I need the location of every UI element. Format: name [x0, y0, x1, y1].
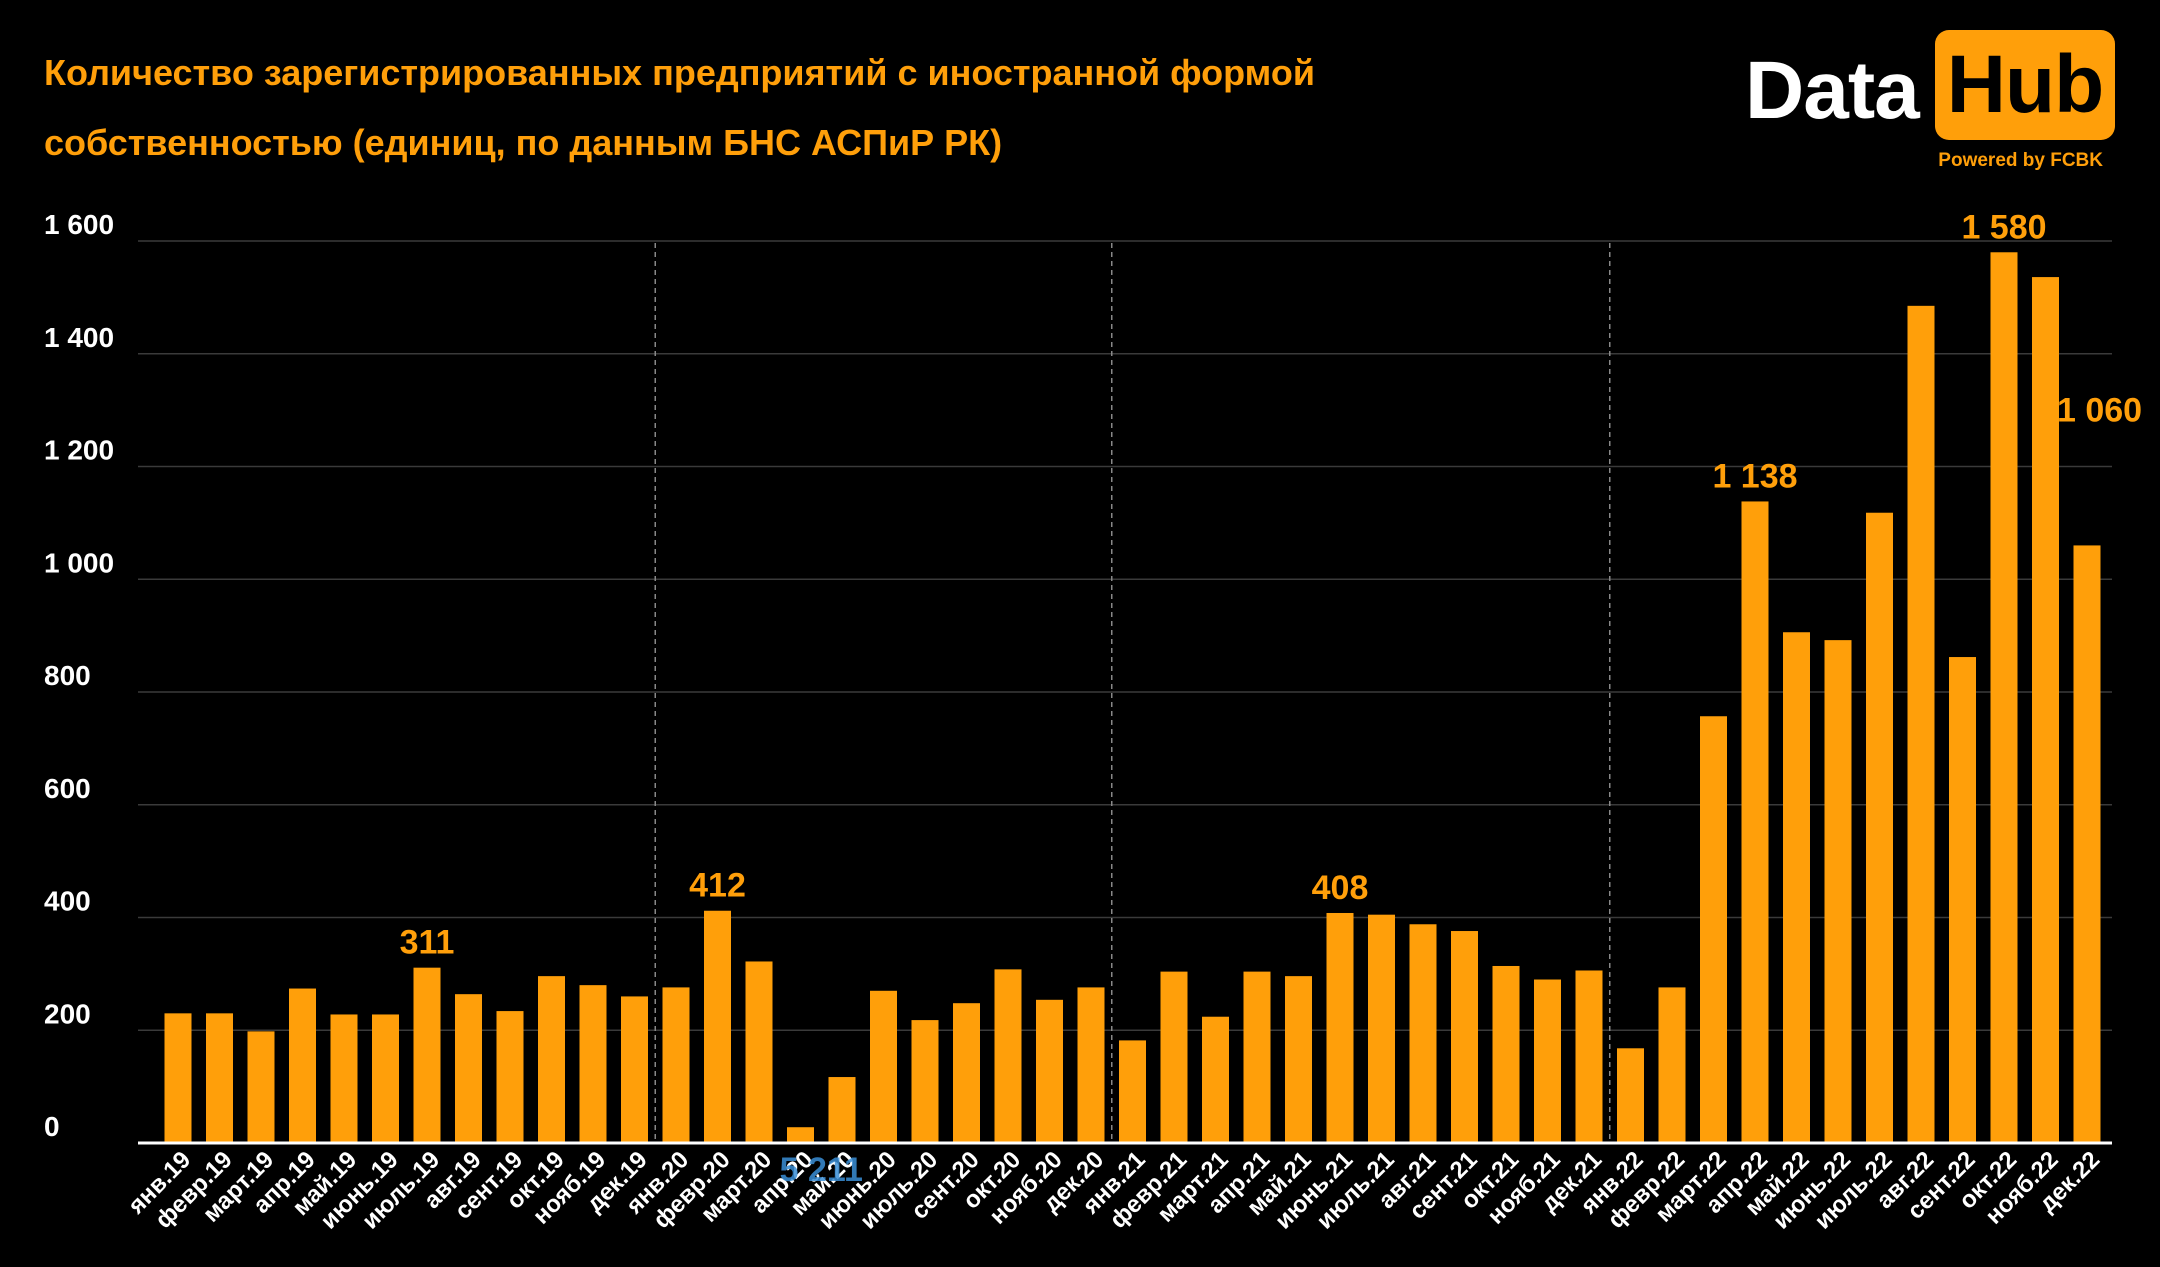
data-label: 1 580	[1961, 208, 2046, 246]
bar	[1907, 305, 1935, 1143]
bar	[1824, 640, 1852, 1143]
bar	[1741, 501, 1769, 1143]
title-line-2: собственностью (единиц, по данным БНС АС…	[44, 122, 1003, 163]
y-tick-label: 1 400	[44, 322, 114, 353]
datahub-logo: Data Hub Powered by FCBK	[1735, 30, 2115, 180]
title-line-1: Количество зарегистрированных предприяти…	[44, 52, 1315, 93]
logo-powered-by: Powered by FCBK	[1938, 150, 2103, 171]
data-label: 408	[1312, 869, 1369, 907]
bar	[1658, 987, 1686, 1143]
chart-title: Количество зарегистрированных предприяти…	[44, 38, 1544, 178]
bar	[579, 985, 607, 1143]
bar	[994, 969, 1022, 1143]
logo-data-word: Data	[1745, 45, 1920, 136]
bar	[1866, 512, 1893, 1143]
bar	[621, 996, 648, 1143]
bar	[330, 1014, 358, 1143]
bar	[538, 976, 565, 1143]
bar	[372, 1014, 399, 1143]
y-tick-label: 400	[44, 886, 91, 917]
bar	[413, 967, 441, 1143]
data-label: 1 138	[1712, 457, 1797, 495]
bar	[164, 1013, 192, 1143]
bar	[1700, 716, 1727, 1143]
y-tick-label: 1 200	[44, 435, 114, 466]
bar	[828, 1077, 856, 1143]
bar	[1492, 965, 1520, 1143]
bar	[206, 1013, 233, 1143]
bar	[1285, 976, 1312, 1143]
bar	[2032, 277, 2059, 1144]
bar	[1409, 924, 1437, 1143]
y-tick-label: 200	[44, 998, 91, 1029]
bar	[870, 990, 897, 1143]
bar	[662, 987, 690, 1143]
bar	[1036, 999, 1063, 1143]
bar	[496, 1011, 524, 1143]
bar	[1326, 912, 1354, 1143]
bar	[1783, 632, 1810, 1143]
bar	[1451, 931, 1478, 1143]
bar	[289, 988, 316, 1143]
y-tick-label: 1 600	[44, 209, 114, 240]
bar	[1077, 987, 1105, 1143]
y-tick-label: 800	[44, 660, 91, 691]
overlap-data-label: 5 211	[780, 1151, 863, 1189]
bar	[1534, 979, 1561, 1143]
data-label: 1 060	[2057, 391, 2142, 429]
y-tick-label: 1 000	[44, 547, 114, 578]
bar	[745, 961, 773, 1143]
bar	[1119, 1040, 1146, 1143]
bar	[1368, 914, 1395, 1143]
y-tick-label: 600	[44, 773, 91, 804]
data-label: 412	[689, 867, 746, 905]
bar	[1617, 1048, 1644, 1143]
bar	[1990, 252, 2018, 1143]
logo-hub-word: Hub	[1935, 30, 2115, 140]
bar	[247, 1031, 275, 1143]
bar	[704, 910, 731, 1143]
bar	[1575, 970, 1603, 1143]
data-label: 311	[400, 924, 455, 962]
bar	[1949, 657, 1976, 1143]
bar	[1202, 1016, 1229, 1143]
bar	[2073, 545, 2101, 1143]
y-tick-label: 0	[44, 1111, 60, 1142]
bar	[1243, 971, 1271, 1143]
bar	[455, 994, 482, 1143]
bar	[953, 1003, 980, 1143]
bar	[1160, 971, 1188, 1143]
bar	[911, 1020, 939, 1143]
bar	[787, 1127, 814, 1143]
